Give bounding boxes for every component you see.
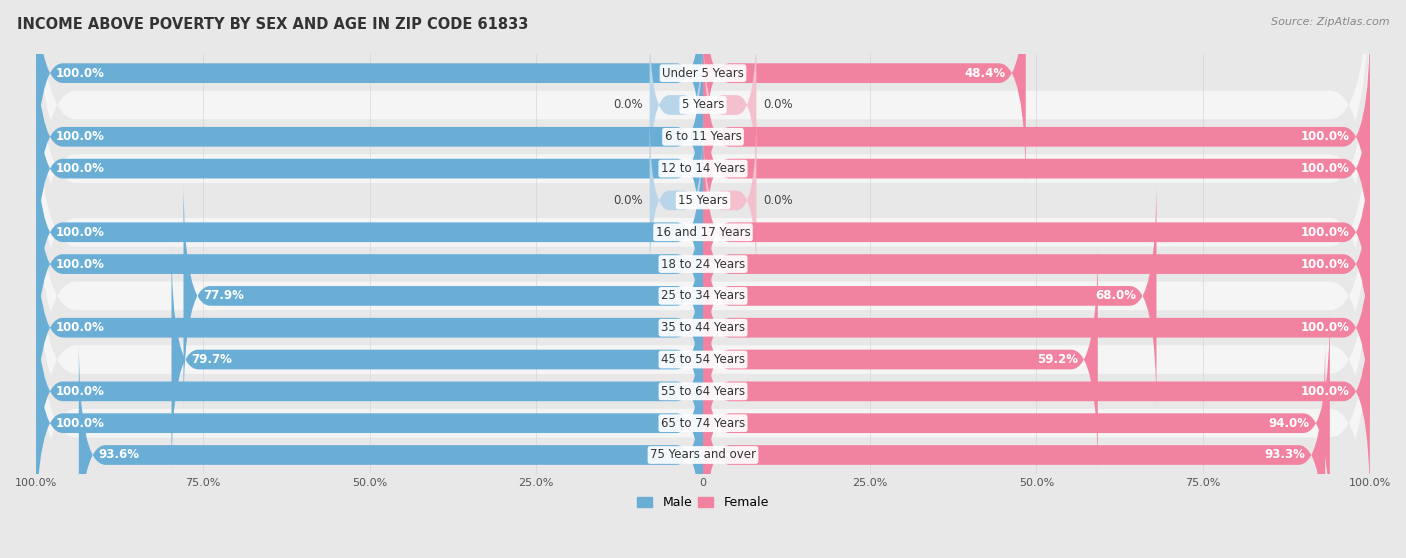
Text: 93.6%: 93.6% (98, 449, 139, 461)
FancyBboxPatch shape (703, 115, 756, 286)
Text: 59.2%: 59.2% (1036, 353, 1078, 366)
Text: INCOME ABOVE POVERTY BY SEX AND AGE IN ZIP CODE 61833: INCOME ABOVE POVERTY BY SEX AND AGE IN Z… (17, 17, 529, 32)
FancyBboxPatch shape (37, 278, 1369, 558)
FancyBboxPatch shape (37, 215, 1369, 558)
Text: Source: ZipAtlas.com: Source: ZipAtlas.com (1271, 17, 1389, 27)
Text: 6 to 11 Years: 6 to 11 Years (665, 130, 741, 143)
Text: 100.0%: 100.0% (56, 321, 105, 334)
Text: 0.0%: 0.0% (763, 98, 793, 112)
FancyBboxPatch shape (37, 115, 703, 350)
FancyBboxPatch shape (703, 306, 1330, 541)
FancyBboxPatch shape (650, 20, 703, 191)
Text: 94.0%: 94.0% (1268, 417, 1310, 430)
Text: 75 Years and over: 75 Years and over (650, 449, 756, 461)
Text: 100.0%: 100.0% (1301, 226, 1350, 239)
FancyBboxPatch shape (703, 147, 1369, 382)
FancyBboxPatch shape (37, 147, 703, 382)
Text: 100.0%: 100.0% (56, 226, 105, 239)
FancyBboxPatch shape (37, 88, 1369, 441)
FancyBboxPatch shape (37, 0, 1369, 345)
FancyBboxPatch shape (37, 51, 703, 286)
Text: 45 to 54 Years: 45 to 54 Years (661, 353, 745, 366)
FancyBboxPatch shape (703, 274, 1369, 509)
FancyBboxPatch shape (703, 115, 1369, 350)
Text: 100.0%: 100.0% (56, 66, 105, 80)
Text: 100.0%: 100.0% (56, 417, 105, 430)
FancyBboxPatch shape (703, 20, 1369, 254)
FancyBboxPatch shape (37, 119, 1369, 473)
FancyBboxPatch shape (37, 56, 1369, 409)
Text: 100.0%: 100.0% (1301, 258, 1350, 271)
FancyBboxPatch shape (37, 306, 703, 541)
FancyBboxPatch shape (703, 242, 1098, 477)
Text: 100.0%: 100.0% (1301, 130, 1350, 143)
Text: 0.0%: 0.0% (613, 98, 643, 112)
Text: 100.0%: 100.0% (1301, 162, 1350, 175)
Text: 18 to 24 Years: 18 to 24 Years (661, 258, 745, 271)
FancyBboxPatch shape (703, 179, 1157, 413)
FancyBboxPatch shape (703, 338, 1326, 558)
Text: 65 to 74 Years: 65 to 74 Years (661, 417, 745, 430)
FancyBboxPatch shape (703, 51, 1369, 286)
Text: 48.4%: 48.4% (965, 66, 1005, 80)
Text: 100.0%: 100.0% (1301, 385, 1350, 398)
FancyBboxPatch shape (703, 20, 756, 191)
FancyBboxPatch shape (184, 179, 703, 413)
FancyBboxPatch shape (37, 274, 703, 509)
Text: 35 to 44 Years: 35 to 44 Years (661, 321, 745, 334)
Text: 55 to 64 Years: 55 to 64 Years (661, 385, 745, 398)
FancyBboxPatch shape (37, 151, 1369, 504)
FancyBboxPatch shape (37, 210, 703, 445)
Text: 16 and 17 Years: 16 and 17 Years (655, 226, 751, 239)
Text: 68.0%: 68.0% (1095, 290, 1136, 302)
Text: 100.0%: 100.0% (56, 258, 105, 271)
FancyBboxPatch shape (172, 242, 703, 477)
FancyBboxPatch shape (703, 210, 1369, 445)
Text: 100.0%: 100.0% (56, 385, 105, 398)
FancyBboxPatch shape (37, 0, 1369, 250)
Text: 12 to 14 Years: 12 to 14 Years (661, 162, 745, 175)
Text: 5 Years: 5 Years (682, 98, 724, 112)
Text: 93.3%: 93.3% (1264, 449, 1305, 461)
FancyBboxPatch shape (37, 0, 703, 191)
Text: 77.9%: 77.9% (204, 290, 245, 302)
Text: 100.0%: 100.0% (1301, 321, 1350, 334)
FancyBboxPatch shape (79, 338, 703, 558)
FancyBboxPatch shape (37, 247, 1369, 558)
Legend: Male, Female: Male, Female (633, 491, 773, 514)
FancyBboxPatch shape (37, 20, 703, 254)
Text: 79.7%: 79.7% (191, 353, 232, 366)
FancyBboxPatch shape (37, 183, 1369, 536)
Text: 100.0%: 100.0% (56, 162, 105, 175)
Text: 15 Years: 15 Years (678, 194, 728, 207)
Text: 25 to 34 Years: 25 to 34 Years (661, 290, 745, 302)
FancyBboxPatch shape (650, 115, 703, 286)
FancyBboxPatch shape (37, 0, 1369, 282)
Text: 0.0%: 0.0% (613, 194, 643, 207)
Text: 0.0%: 0.0% (763, 194, 793, 207)
FancyBboxPatch shape (37, 0, 1369, 314)
FancyBboxPatch shape (37, 24, 1369, 377)
Text: 100.0%: 100.0% (56, 130, 105, 143)
FancyBboxPatch shape (703, 0, 1026, 191)
Text: Under 5 Years: Under 5 Years (662, 66, 744, 80)
